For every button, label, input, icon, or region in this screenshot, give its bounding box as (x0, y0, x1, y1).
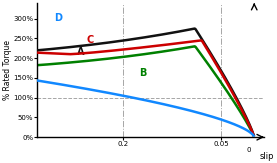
Text: 0: 0 (247, 147, 251, 153)
Text: D: D (54, 13, 62, 23)
Text: C: C (87, 35, 94, 45)
Y-axis label: % Rated Torque: % Rated Torque (3, 40, 12, 100)
Text: slip: slip (260, 152, 274, 161)
Text: A: A (77, 47, 84, 57)
Text: B: B (139, 68, 147, 78)
